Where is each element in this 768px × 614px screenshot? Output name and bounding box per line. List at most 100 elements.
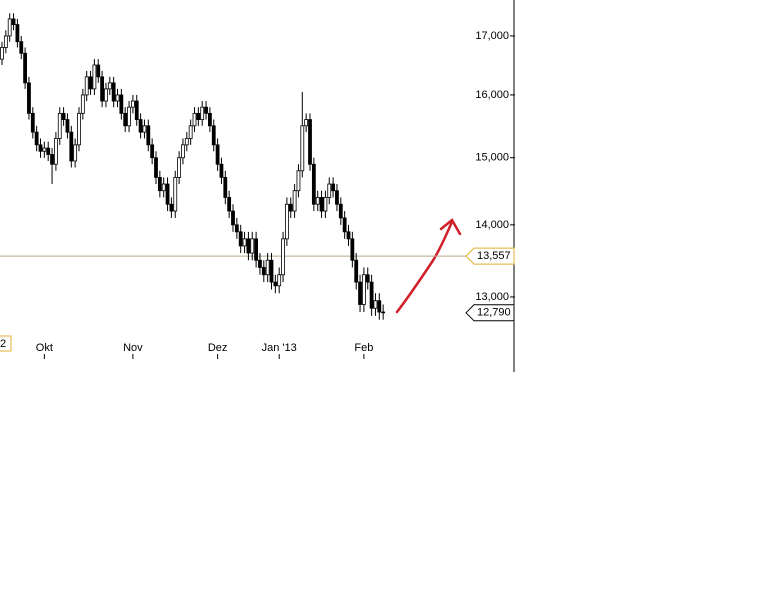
last-price-label: 12,790 bbox=[477, 307, 511, 319]
candle-body bbox=[304, 119, 309, 127]
candle-body bbox=[104, 88, 108, 102]
y-tick-label: 17,000 bbox=[475, 30, 509, 42]
candle-body bbox=[19, 41, 24, 54]
candle-body bbox=[338, 203, 343, 219]
candle-body bbox=[377, 300, 382, 313]
candle-body bbox=[61, 112, 66, 120]
candle-body bbox=[80, 94, 85, 114]
candle-body bbox=[65, 119, 70, 133]
candle-body bbox=[311, 163, 316, 205]
hand-drawn-arrow bbox=[395, 218, 462, 314]
y-tick-label: 15,000 bbox=[475, 152, 509, 164]
reference-tag bbox=[465, 247, 515, 265]
candle-body bbox=[261, 267, 266, 276]
x-tick-label: Okt bbox=[36, 342, 53, 354]
candle-body bbox=[323, 197, 328, 212]
candle-body bbox=[365, 274, 370, 283]
candle-body bbox=[219, 163, 224, 178]
candle-body bbox=[119, 94, 124, 114]
candle-body bbox=[57, 112, 62, 139]
candle-body bbox=[288, 203, 293, 212]
candle-body bbox=[88, 76, 93, 90]
candle-body bbox=[369, 281, 374, 309]
candle-body bbox=[200, 106, 205, 120]
candle-body bbox=[38, 144, 43, 152]
candle-body bbox=[115, 94, 120, 102]
candle-body bbox=[204, 106, 208, 114]
candle-body bbox=[296, 170, 301, 192]
candle-body bbox=[111, 82, 116, 102]
candle-body bbox=[54, 138, 58, 165]
candle-body bbox=[130, 100, 135, 108]
candle-body bbox=[242, 238, 247, 247]
candle-body bbox=[196, 112, 201, 120]
candle-body bbox=[127, 106, 131, 127]
candle-body bbox=[238, 231, 243, 247]
candle-body bbox=[269, 259, 274, 283]
reference-label: 13,557 bbox=[477, 250, 511, 262]
x-tick-label: Dez bbox=[208, 342, 228, 354]
candle-body bbox=[273, 281, 278, 287]
candle-body bbox=[281, 238, 285, 276]
candle-body bbox=[315, 197, 320, 205]
candle-body bbox=[30, 112, 35, 133]
candle-body bbox=[123, 112, 128, 127]
candle-body bbox=[181, 144, 185, 159]
candle-body bbox=[188, 125, 193, 139]
x-tick-label: Nov bbox=[123, 342, 143, 354]
candle-body bbox=[142, 125, 147, 133]
candle-body bbox=[254, 238, 259, 261]
left-tag-box bbox=[0, 335, 12, 352]
candle-body bbox=[265, 259, 270, 276]
candle-body bbox=[154, 157, 158, 178]
candle-body bbox=[207, 112, 212, 127]
x-tick-label: Feb bbox=[354, 342, 373, 354]
candle-body bbox=[192, 112, 197, 127]
candle-body bbox=[161, 183, 166, 192]
candle-body bbox=[277, 274, 282, 287]
candle-body bbox=[23, 52, 28, 84]
candle-body bbox=[215, 144, 220, 165]
candle-body bbox=[177, 157, 182, 178]
candle-body bbox=[134, 100, 139, 120]
candle-body bbox=[0, 47, 4, 60]
candle-body bbox=[46, 147, 51, 155]
candle-body bbox=[358, 281, 362, 305]
candle-body bbox=[165, 183, 170, 205]
candle-body bbox=[308, 119, 312, 165]
candle-body bbox=[350, 238, 355, 261]
candle-body bbox=[15, 24, 20, 43]
candle-body bbox=[246, 238, 251, 254]
candle-body bbox=[223, 176, 228, 198]
y-tick-label: 13,000 bbox=[475, 291, 509, 303]
candle-body bbox=[146, 125, 151, 146]
candle-body bbox=[138, 119, 143, 133]
candle-body bbox=[342, 217, 347, 233]
candle-body bbox=[92, 64, 97, 90]
candle-body bbox=[11, 18, 16, 25]
candle-body bbox=[100, 76, 104, 102]
candle-body bbox=[231, 210, 235, 226]
candle-body bbox=[150, 144, 155, 159]
candle-body bbox=[157, 176, 162, 192]
candle-body bbox=[354, 259, 359, 283]
candle-body bbox=[169, 203, 174, 212]
candle-body bbox=[319, 197, 324, 212]
candle-body bbox=[107, 82, 112, 90]
candle-body bbox=[27, 82, 31, 114]
candle-body bbox=[234, 224, 239, 233]
candle-body bbox=[284, 203, 289, 240]
candle-body bbox=[173, 176, 178, 212]
candle-body bbox=[42, 147, 47, 152]
x-tick-label: Jan '13 bbox=[262, 342, 297, 354]
candle-body bbox=[381, 311, 386, 314]
candle-body bbox=[292, 190, 297, 212]
candle-body bbox=[211, 125, 216, 146]
candle-body bbox=[73, 144, 78, 162]
candle-body bbox=[184, 138, 189, 146]
left-tag: 2 bbox=[0, 338, 6, 350]
candle-body bbox=[331, 183, 336, 192]
candle-body bbox=[96, 64, 101, 78]
candle-body bbox=[34, 131, 39, 146]
